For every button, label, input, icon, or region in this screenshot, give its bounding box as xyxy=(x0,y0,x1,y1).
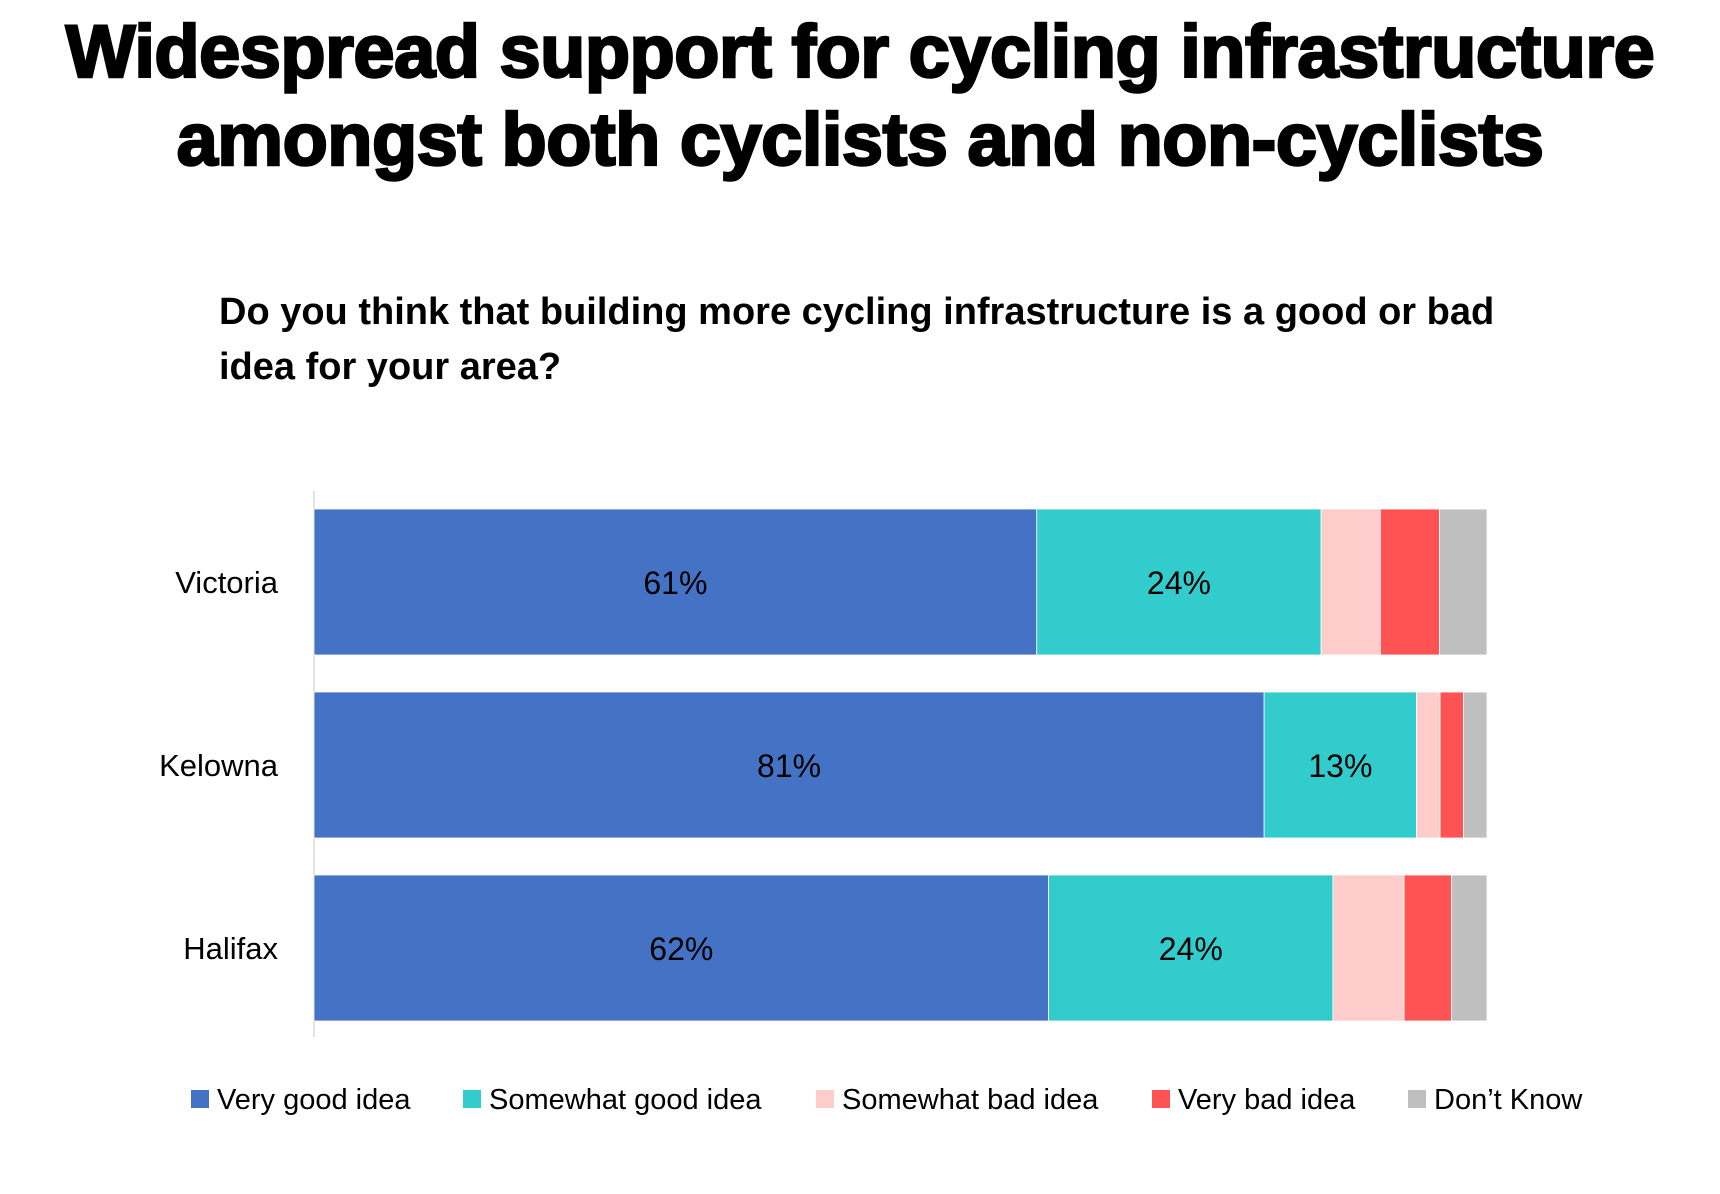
data-label: 81% xyxy=(757,748,821,784)
legend-label: Very bad idea xyxy=(1178,1084,1356,1116)
bar-segment-very-bad-idea xyxy=(1403,874,1452,1022)
data-label: 24% xyxy=(1147,565,1211,601)
bar-segment-somewhat-good-idea xyxy=(1263,691,1418,839)
chart-subtitle: Do you think that building more cycling … xyxy=(219,291,1495,388)
category-label: Halifax xyxy=(183,931,278,966)
legend-swatch xyxy=(463,1090,481,1108)
bar-segment-very-good-idea xyxy=(313,874,1050,1022)
bar-segment-somewhat-good-idea xyxy=(1048,874,1334,1022)
bar-segment-don-t-know xyxy=(1439,508,1488,656)
legend-label: Somewhat good idea xyxy=(489,1084,762,1116)
bar-segment-very-good-idea xyxy=(313,691,1265,839)
bar-segment-very-bad-idea xyxy=(1379,508,1441,656)
bar-segment-very-good-idea xyxy=(313,508,1038,656)
data-label: 24% xyxy=(1159,931,1223,967)
legend-swatch xyxy=(1408,1090,1426,1108)
chart-title: Widespread support for cycling infrastru… xyxy=(0,8,1720,184)
legend-label: Very good idea xyxy=(217,1084,411,1116)
bar-segment-somewhat-bad-idea xyxy=(1416,691,1441,839)
category-label: Victoria xyxy=(175,565,279,600)
legend-swatch xyxy=(1152,1090,1170,1108)
bar-segment-don-t-know xyxy=(1451,874,1488,1022)
legend-label: Somewhat bad idea xyxy=(842,1084,1099,1116)
data-label: 61% xyxy=(643,565,707,601)
bar-segment-don-t-know xyxy=(1463,691,1488,839)
legend-swatch xyxy=(816,1090,834,1108)
data-label: 13% xyxy=(1308,748,1372,784)
bar-segment-somewhat-bad-idea xyxy=(1332,874,1405,1022)
chart-title-line-2: amongst both cyclists and non-cyclists xyxy=(175,97,1545,183)
bar-segment-somewhat-bad-idea xyxy=(1320,508,1381,656)
legend-swatch xyxy=(191,1090,209,1108)
bar-segment-somewhat-good-idea xyxy=(1036,508,1322,656)
bar-segment-very-bad-idea xyxy=(1439,691,1464,839)
chart-title-line-1: Widespread support for cycling infrastru… xyxy=(64,9,1656,95)
data-label: 62% xyxy=(649,931,713,967)
legend-label: Don’t Know xyxy=(1434,1084,1583,1116)
category-label: Kelowna xyxy=(159,748,279,783)
